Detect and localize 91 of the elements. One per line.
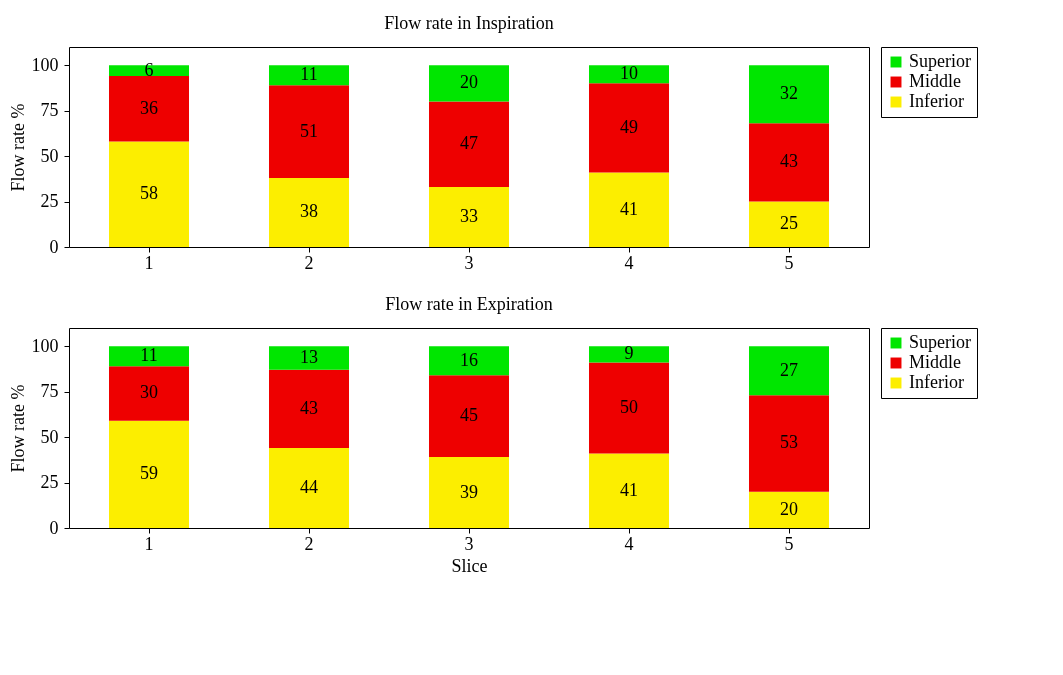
- bar: [589, 453, 669, 528]
- data-label: 51: [300, 120, 318, 141]
- bar: [749, 346, 829, 396]
- y-axis-title: Flow rate %: [7, 103, 28, 192]
- bar: [269, 369, 349, 448]
- legend-label: Superior: [909, 51, 971, 71]
- x-tick-label: 5: [784, 252, 794, 273]
- data-label: 32: [780, 83, 798, 104]
- data-label: 11: [300, 64, 318, 85]
- legend-label: Inferior: [909, 91, 964, 111]
- bar: [269, 85, 349, 178]
- bar: [589, 172, 669, 247]
- x-tick-label: 5: [784, 533, 794, 554]
- x-tick-label: 2: [304, 533, 314, 554]
- data-label: 41: [620, 479, 638, 500]
- bar: [109, 65, 189, 77]
- y-axis-title: Flow rate %: [7, 384, 28, 473]
- x-tick-label: 4: [624, 252, 634, 273]
- data-label: 33: [460, 206, 478, 226]
- bar: [109, 141, 189, 247]
- data-label: 43: [300, 397, 318, 418]
- bar: [589, 83, 669, 173]
- data-label: 11: [140, 345, 158, 366]
- data-label: 25: [780, 213, 798, 234]
- y-tick-label: 25: [40, 472, 59, 493]
- data-label: 27: [780, 359, 798, 380]
- bar: [429, 457, 509, 528]
- x-tick-label: 3: [464, 252, 474, 273]
- x-tick-label: 2: [304, 252, 314, 273]
- data-label: 43: [780, 151, 798, 172]
- bar: [749, 395, 829, 492]
- data-label: 6: [144, 59, 154, 80]
- data-label: 39: [460, 481, 478, 502]
- data-label: 10: [620, 63, 638, 84]
- bar: [109, 76, 189, 142]
- data-label: 50: [620, 397, 638, 417]
- data-label: 13: [300, 347, 318, 367]
- data-label: 44: [300, 477, 318, 497]
- y-tick-label: 100: [31, 54, 59, 75]
- data-label: 47: [460, 133, 478, 154]
- bar: [749, 123, 829, 202]
- bar: [589, 362, 669, 454]
- bar: [429, 101, 509, 187]
- data-label: 20: [460, 72, 478, 93]
- y-tick-label: 75: [40, 381, 59, 402]
- bar: [269, 346, 349, 370]
- x-tick-label: 3: [464, 533, 474, 554]
- y-tick-label: 50: [40, 426, 59, 447]
- y-tick-label: 100: [31, 335, 59, 356]
- bar: [749, 491, 829, 528]
- bar: [429, 375, 509, 458]
- legend-label: Superior: [909, 332, 971, 352]
- legend-label: Inferior: [909, 372, 964, 392]
- x-tick-label: 4: [624, 533, 634, 554]
- data-label: 36: [140, 97, 158, 118]
- y-tick-label: 75: [40, 100, 59, 121]
- data-label: 49: [620, 116, 638, 137]
- x-tick-label: 1: [144, 533, 154, 554]
- bar: [269, 65, 349, 86]
- y-tick-label: 25: [40, 191, 59, 212]
- bar: [109, 346, 189, 367]
- data-label: 38: [300, 201, 318, 222]
- legend-label: Middle: [909, 352, 962, 372]
- y-tick-label: 50: [40, 145, 59, 166]
- data-label: 45: [460, 405, 478, 426]
- x-tick-label: 1: [144, 252, 154, 273]
- bar: [429, 65, 509, 102]
- bar: [589, 65, 669, 84]
- data-label: 16: [460, 349, 478, 370]
- bar: [429, 187, 509, 247]
- bar: [749, 65, 829, 124]
- bar: [749, 201, 829, 247]
- bar: [109, 366, 189, 421]
- bar: [269, 177, 349, 247]
- data-label: 41: [620, 198, 638, 219]
- chart-title: Flow rate in Expiration: [385, 293, 553, 314]
- data-label: 20: [780, 498, 798, 519]
- data-label: 9: [624, 343, 634, 364]
- bar: [589, 346, 669, 363]
- x-axis-title: Slice: [451, 555, 488, 576]
- chart-title: Flow rate in Inspiration: [384, 12, 554, 33]
- data-label: 30: [140, 382, 158, 403]
- data-label: 53: [780, 432, 798, 453]
- bar: [269, 448, 349, 528]
- y-tick-label: 0: [49, 236, 59, 257]
- data-label: 58: [140, 183, 158, 204]
- data-label: 59: [140, 463, 158, 484]
- bar: [429, 346, 509, 376]
- legend-label: Middle: [909, 71, 962, 91]
- y-tick-label: 0: [49, 517, 59, 538]
- bar: [109, 420, 189, 528]
